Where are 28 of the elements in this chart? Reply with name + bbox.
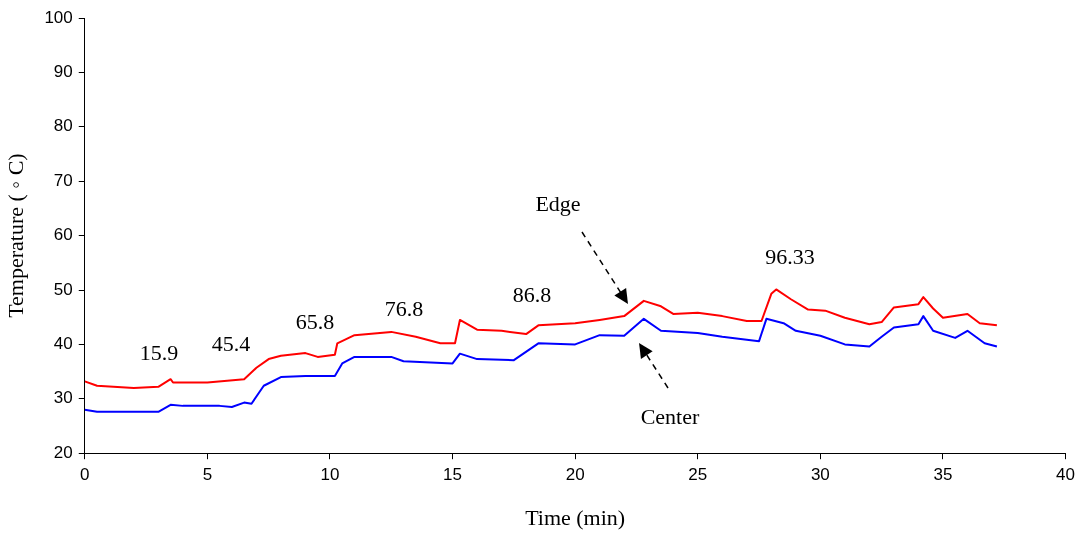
x-tick-label: 10 bbox=[320, 465, 340, 485]
annotation: 76.8 bbox=[384, 295, 424, 321]
y-tick-label: 20 bbox=[53, 442, 73, 462]
annotation: 86.8 bbox=[512, 281, 552, 307]
y-tick-label: 40 bbox=[53, 334, 73, 354]
y-tick-label: 50 bbox=[53, 279, 73, 299]
annotation: Center bbox=[640, 403, 700, 429]
x-tick-label: 40 bbox=[1056, 465, 1076, 485]
annotation: 65.8 bbox=[295, 308, 335, 334]
x-tick-label: 0 bbox=[80, 465, 90, 485]
y-tick-label: 80 bbox=[53, 116, 73, 136]
y-tick-label: 60 bbox=[53, 225, 73, 245]
y-axis-title: Temperature ( ◦ C) bbox=[2, 153, 28, 318]
y-tick-label: 100 bbox=[44, 7, 73, 27]
x-tick-label: 5 bbox=[202, 465, 213, 485]
x-axis-title: Time (min) bbox=[525, 504, 626, 530]
x-tick-label: 20 bbox=[565, 465, 585, 485]
annotation: 96.33 bbox=[765, 243, 815, 269]
x-tick-label: 15 bbox=[443, 465, 463, 485]
x-tick-label: 25 bbox=[688, 465, 708, 485]
y-tick-label: 90 bbox=[53, 62, 73, 82]
x-tick-label: 35 bbox=[933, 465, 953, 485]
annotation: Edge bbox=[535, 190, 581, 216]
x-tick-label: 30 bbox=[810, 465, 830, 485]
annotation: 15.9 bbox=[139, 339, 179, 365]
y-tick-label: 30 bbox=[53, 388, 73, 408]
annotation: 45.4 bbox=[211, 330, 251, 356]
y-tick-label: 70 bbox=[53, 170, 73, 190]
